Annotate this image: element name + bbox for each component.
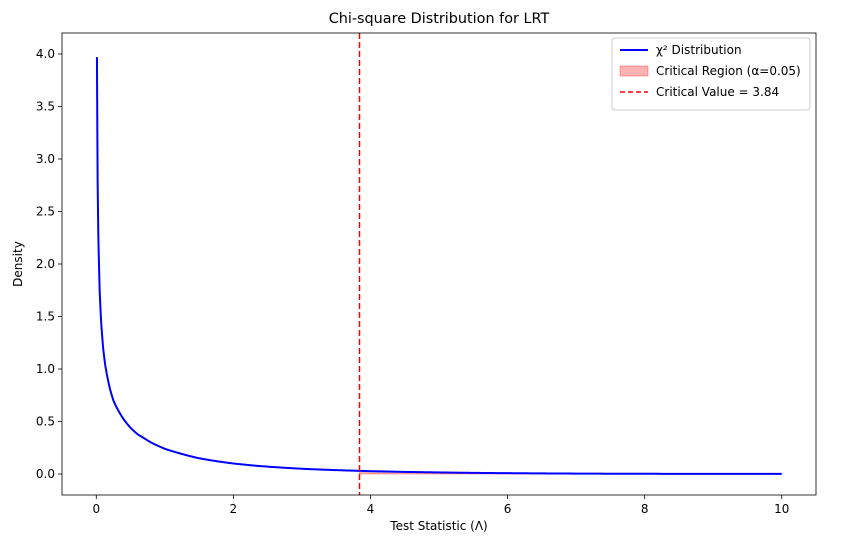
x-tick-label: 4: [367, 502, 375, 516]
y-tick-label: 0.5: [36, 415, 55, 429]
x-tick-label: 8: [641, 502, 649, 516]
y-axis-label: Density: [11, 241, 25, 287]
y-tick-label: 1.0: [36, 362, 55, 376]
legend: χ² Distribution Critical Region (α=0.05) C…: [611, 37, 811, 111]
legend-label: Critical Value = 3.84: [656, 85, 779, 99]
x-tick-label: 2: [230, 502, 238, 516]
x-axis-label: Test Statistic (Λ): [389, 519, 487, 533]
chart-title: Chi-square Distribution for LRT: [329, 11, 550, 27]
axes: 0 2 4 6 8 10 0.0 0.5 1.0 1.5 2.0 2.5 3.0 3.5 4.0: [36, 32, 817, 516]
y-tick-label: 1.5: [36, 310, 55, 324]
y-tick-label: 2.0: [36, 257, 55, 271]
y-tick-label: 3.0: [36, 152, 55, 166]
x-tick-label: 6: [504, 502, 512, 516]
x-tick-label: 0: [92, 502, 100, 516]
y-tick-label: 3.5: [36, 100, 55, 114]
y-tick-label: 2.5: [36, 205, 55, 219]
x-tick-label: 10: [774, 502, 789, 516]
legend-swatch-area: [619, 65, 649, 77]
y-tick-label: 0.0: [36, 467, 55, 481]
legend-box: [611, 37, 811, 111]
legend-label: Critical Region (α=0.05): [656, 64, 801, 78]
chi-square-curve: [95, 57, 782, 475]
plot-area: [95, 33, 783, 495]
legend-label: χ² Distribution: [656, 43, 742, 57]
y-tick-label: 4.0: [36, 47, 55, 61]
